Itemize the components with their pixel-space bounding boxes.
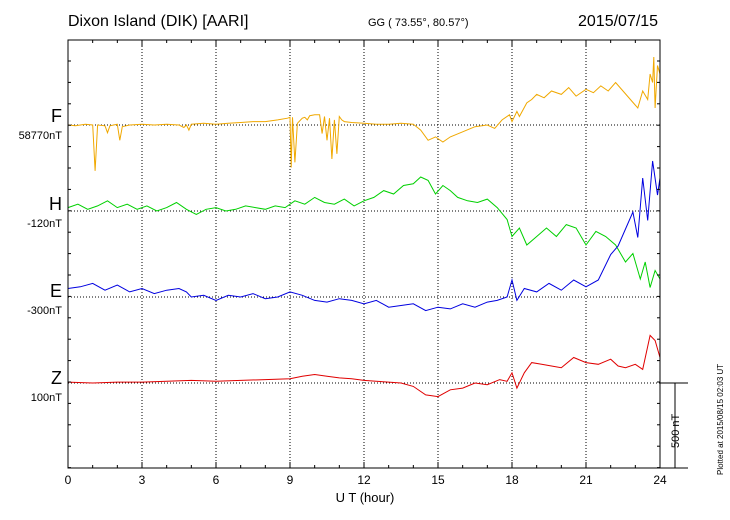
grid-lines — [68, 40, 660, 468]
x-tick-label: 24 — [653, 473, 667, 487]
station-title: Dixon Island (DIK) [AARI] — [68, 13, 249, 30]
x-tick-labels: 0 3 6 9 12 15 18 21 24 — [65, 473, 667, 487]
series-label-z: Z — [51, 368, 62, 388]
x-tick-label: 21 — [579, 473, 593, 487]
trace-f — [67, 56, 661, 171]
x-tick-label: 6 — [213, 473, 220, 487]
baseline-label-e: -300nT — [27, 305, 62, 317]
plotted-timestamp: Plotted at 2015/08/15 02:03 UT — [716, 363, 725, 475]
x-tick-label: 15 — [431, 473, 445, 487]
series-label-f: F — [51, 106, 62, 126]
x-tick-label: 3 — [139, 473, 146, 487]
baseline-label-z: 100nT — [30, 392, 62, 404]
date-label: 2015/07/15 — [578, 13, 659, 30]
trace-e — [67, 160, 661, 312]
data-traces — [67, 56, 661, 398]
trace-h — [67, 176, 661, 288]
series-label-e: E — [49, 281, 62, 301]
baseline-label-h: -120nT — [27, 218, 62, 230]
x-tick-label: 18 — [505, 473, 519, 487]
x-tick-label: 12 — [357, 473, 371, 487]
x-axis-title: U T (hour) — [335, 490, 395, 505]
axis-ticks — [67, 40, 661, 469]
x-tick-label: 9 — [287, 473, 294, 487]
trace-z — [67, 334, 661, 398]
geographic-coordinates: GG ( 73.55°, 80.57°) — [368, 17, 469, 29]
series-label-h: H — [49, 194, 62, 214]
x-tick-label: 0 — [65, 473, 72, 487]
scale-bar-label: 500 nT — [670, 413, 682, 448]
scale-bar — [660, 382, 688, 469]
baseline-label-f: 58770nT — [18, 130, 62, 142]
